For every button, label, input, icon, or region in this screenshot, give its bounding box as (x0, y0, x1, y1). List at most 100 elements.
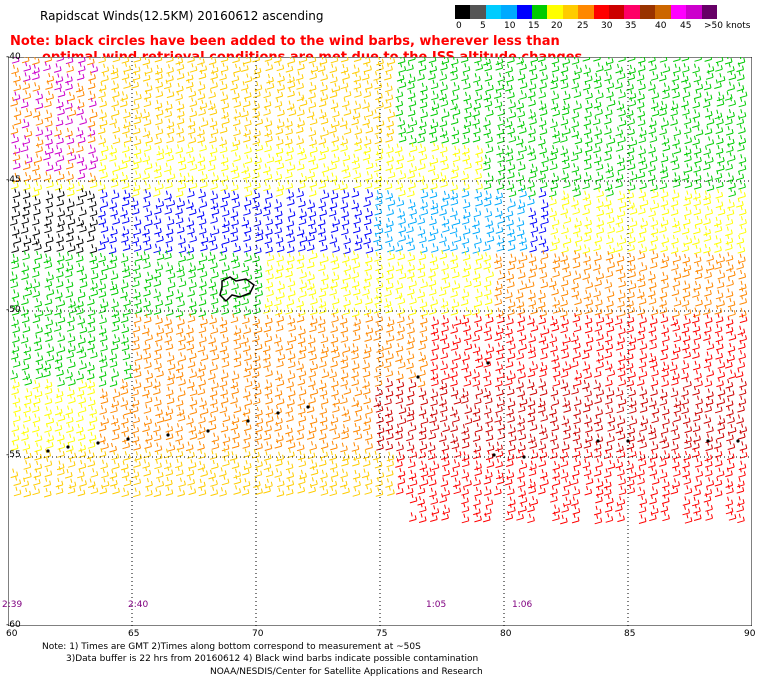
wind-barb (109, 199, 118, 209)
wind-barb (552, 476, 561, 487)
wind-barb (595, 458, 603, 468)
wind-barb (221, 223, 230, 234)
wind-barb (428, 276, 437, 287)
wind-barb (24, 280, 33, 290)
wind-barb (233, 63, 241, 74)
wind-barb (450, 207, 458, 218)
wind-barb (595, 106, 603, 116)
wind-barb (109, 358, 118, 368)
wind-barb (175, 214, 184, 225)
wind-barb (615, 502, 623, 512)
wind-barb (717, 269, 726, 280)
wind-barb (87, 117, 96, 128)
wind-barb (431, 376, 439, 387)
wind-barb (703, 225, 711, 236)
wind-barb (365, 405, 373, 415)
wind-barb (131, 78, 139, 89)
wind-barb (682, 414, 691, 425)
wind-barb (472, 116, 480, 126)
wind-barb (87, 457, 96, 468)
wind-barb (112, 123, 121, 134)
wind-barb (175, 368, 184, 379)
wind-barb (593, 379, 601, 390)
wind-barb (494, 485, 502, 496)
wind-barb (244, 378, 253, 388)
wind-barb (13, 476, 22, 486)
wind-barb (585, 279, 594, 289)
wind-barb (629, 136, 638, 147)
wind-barb (365, 80, 373, 90)
wind-barb (208, 469, 216, 480)
wind-barb (198, 215, 207, 226)
wind-barb (584, 160, 592, 170)
wind-barb (462, 134, 470, 145)
wind-barb (585, 134, 593, 144)
wind-barb (362, 150, 371, 161)
wind-barb (593, 57, 601, 62)
wind-barb (286, 217, 295, 228)
wind-barb (662, 141, 671, 152)
wind-barb (684, 485, 693, 495)
wind-barb (90, 280, 98, 290)
legend-label-40: 40 (655, 21, 667, 31)
wind-barb (265, 413, 274, 423)
wind-barb (659, 179, 668, 190)
wind-barb (660, 188, 669, 199)
wind-barb (299, 288, 307, 298)
wind-barb (398, 223, 407, 234)
wind-barb (310, 295, 318, 305)
wind-barb (684, 439, 692, 450)
wind-barb (354, 295, 363, 306)
wind-barb (427, 162, 436, 172)
wind-barb (739, 378, 747, 388)
wind-barb (120, 378, 128, 389)
wind-barb (728, 369, 737, 380)
wind-barb (594, 394, 602, 404)
wind-barb (450, 386, 459, 397)
wind-barb (519, 502, 527, 513)
wind-barb (398, 404, 407, 415)
wind-barb (241, 486, 250, 496)
wind-barb (254, 279, 263, 290)
wind-barb (295, 123, 304, 134)
wind-barb (320, 114, 329, 125)
wind-barb (77, 468, 85, 479)
wind-barb (585, 99, 593, 110)
wind-barb (483, 358, 492, 368)
wind-barb (552, 106, 561, 117)
wind-barb (87, 396, 96, 407)
wind-barb (332, 395, 341, 406)
wind-barb (21, 214, 30, 225)
wind-barb (222, 217, 230, 228)
wind-barb (340, 180, 348, 191)
wind-barb (101, 415, 109, 425)
wind-barb (637, 90, 645, 101)
wind-barb (54, 394, 63, 404)
wind-barb (398, 63, 407, 73)
wind-barb (286, 432, 294, 443)
wind-barb (76, 370, 84, 381)
wind-barb (154, 224, 162, 235)
wind-barb (660, 350, 668, 361)
wind-barb (374, 172, 383, 183)
wind-barb (332, 243, 340, 253)
wind-barb (374, 196, 383, 206)
wind-barb (87, 57, 95, 66)
wind-barb (374, 79, 383, 90)
wind-barb (714, 439, 722, 449)
wind-barb (112, 162, 121, 172)
wind-barb (330, 223, 339, 233)
wind-barb (155, 78, 164, 89)
wind-barb (483, 154, 491, 165)
wind-barb (728, 307, 736, 317)
wind-barb (277, 289, 285, 299)
wind-barb (659, 297, 667, 307)
wind-barb (629, 170, 638, 181)
wind-barb (155, 106, 164, 117)
wind-barb (716, 429, 725, 440)
wind-barb (406, 431, 414, 442)
wind-barb (199, 252, 208, 263)
legend-swatch-14 (670, 5, 687, 19)
wind-barb (519, 395, 528, 406)
wind-barb (584, 142, 593, 153)
